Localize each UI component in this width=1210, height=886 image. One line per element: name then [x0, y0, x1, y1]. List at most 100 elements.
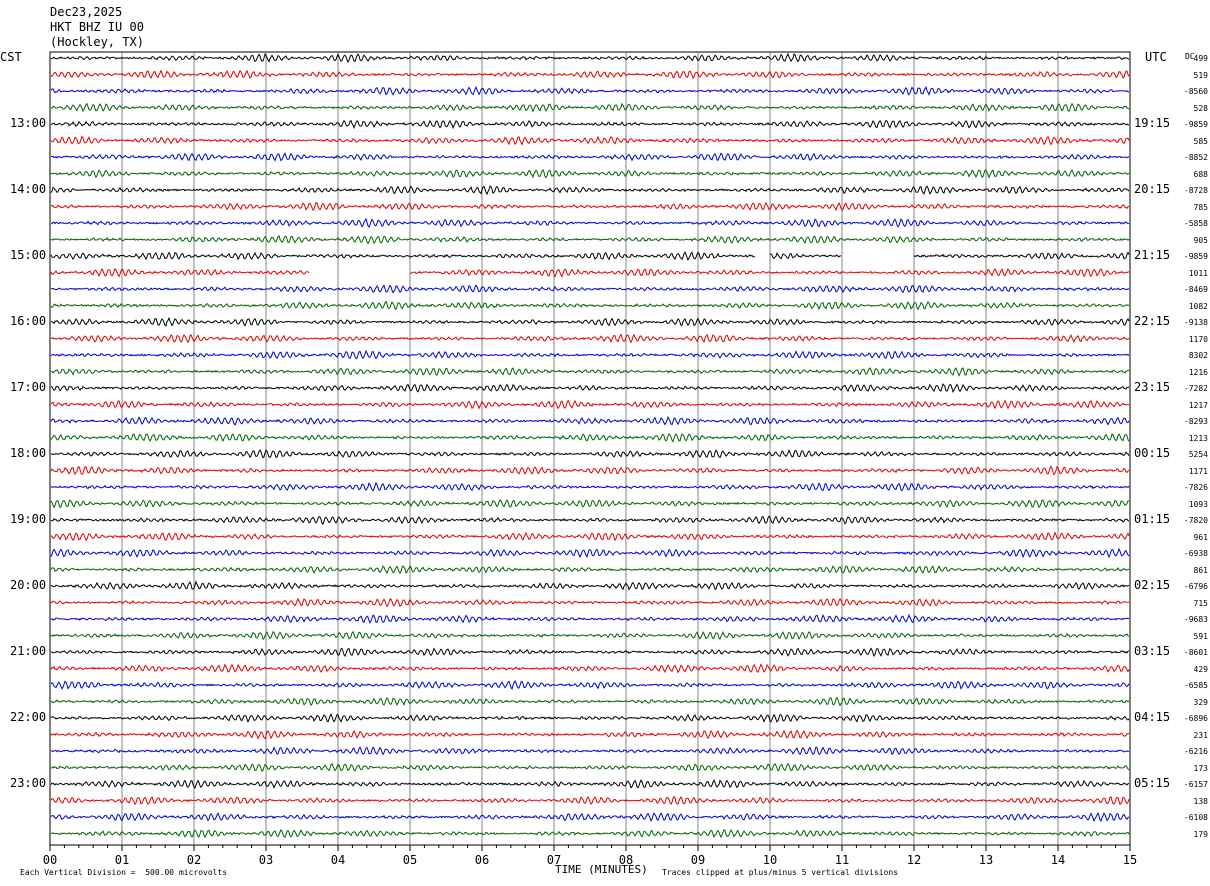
utc-time-label: 03:15: [1134, 644, 1171, 658]
seismic-trace: [50, 465, 1130, 476]
local-time-label: 15:00: [10, 248, 47, 262]
seismic-trace: [50, 102, 1130, 113]
seismic-trace: [50, 762, 1130, 773]
x-tick-label: 13: [978, 853, 994, 867]
utc-time-label: 21:15: [1134, 248, 1171, 262]
dc-offset-value: 905: [1193, 235, 1208, 245]
dc-offset-value: -8728: [1183, 186, 1208, 195]
x-tick-label: 09: [690, 853, 706, 867]
x-tick-label: 07: [546, 853, 562, 867]
x-tick-label: 00: [42, 853, 58, 867]
x-tick-label: 10: [762, 853, 778, 867]
seismic-trace: [50, 251, 1130, 261]
utc-time-label: 04:15: [1134, 710, 1171, 724]
x-tick-label: 01: [114, 853, 130, 867]
x-axis-title: TIME (MINUTES): [555, 863, 648, 876]
seismic-trace: [50, 52, 1130, 64]
seismic-trace: [50, 367, 1130, 377]
dc-offset-value: 591: [1193, 631, 1208, 641]
utc-time-label: 19:15: [1134, 116, 1171, 130]
x-tick-label: 05: [402, 853, 418, 867]
seismic-trace: [50, 85, 1130, 96]
utc-timezone-label: UTC: [1145, 50, 1167, 64]
dc-offset-value: 1170: [1188, 334, 1208, 344]
local-time-label: 19:00: [10, 512, 47, 526]
dc-offset-value: -6585: [1183, 681, 1208, 690]
local-time-label: 23:00: [10, 776, 47, 790]
seismic-trace: [50, 267, 1130, 278]
local-time-label: 17:00: [10, 380, 47, 394]
dc-offset-value: 961: [1193, 532, 1208, 542]
seismic-trace: [50, 779, 1130, 789]
seismic-trace: [50, 547, 1130, 559]
dc-offset-value: 1171: [1188, 466, 1208, 476]
x-tick-label: 03: [258, 853, 274, 867]
seismic-trace: [50, 201, 1130, 212]
clip-note: Traces clipped at plus/minus 5 vertical …: [662, 868, 899, 877]
dc-offset-value: -9683: [1183, 615, 1208, 624]
dc-offset-value: 138: [1193, 796, 1208, 806]
seismic-trace: [50, 613, 1130, 625]
dc-offset-value: 1082: [1188, 301, 1208, 311]
local-time-label: 22:00: [10, 710, 47, 724]
scale-note: Each Vertical Division = 500.00 microvol…: [20, 868, 228, 877]
x-tick-label: 14: [1050, 853, 1066, 867]
seismic-trace: [50, 499, 1130, 509]
dc-offset-value: -5858: [1183, 219, 1208, 228]
dc-offset-value: -8469: [1183, 285, 1208, 294]
dc-offset-value: -6896: [1183, 714, 1208, 723]
dc-offset-value: 5254: [1188, 450, 1208, 459]
dc-offset-value: 1213: [1188, 433, 1208, 443]
seismic-trace: [50, 663, 1130, 674]
seismic-trace: [50, 415, 1130, 426]
seismic-trace: [50, 135, 1130, 147]
dc-offset-value: 785: [1193, 202, 1208, 212]
dc-offset-value: 688: [1193, 169, 1208, 179]
utc-time-label: 20:15: [1134, 182, 1171, 196]
utc-time-label: 05:15: [1134, 776, 1171, 790]
seismic-trace: [50, 580, 1130, 591]
utc-time-label: 01:15: [1134, 512, 1171, 526]
seismic-trace: [50, 647, 1130, 658]
dc-offset-value: 861: [1193, 565, 1208, 575]
dc-offset-value: -7826: [1183, 483, 1208, 492]
seismic-trace: [50, 564, 1130, 575]
dc-offset-value: -6938: [1183, 549, 1208, 558]
dc-offset-value: -6157: [1183, 780, 1208, 789]
dc-offset-value: 1011: [1188, 268, 1208, 278]
seismic-trace: [50, 696, 1130, 707]
seismic-trace: [50, 811, 1130, 823]
utc-time-label: 00:15: [1134, 446, 1171, 460]
dc-offset-value: 329: [1193, 697, 1208, 707]
dc-offset-value: 1216: [1188, 367, 1208, 377]
seismic-trace: [50, 383, 1130, 393]
x-tick-label: 06: [474, 853, 490, 867]
seismic-trace: [50, 333, 1130, 344]
seismic-trace: [50, 185, 1130, 196]
local-time-label: 21:00: [10, 644, 47, 658]
x-tick-label: 15: [1122, 853, 1138, 867]
local-time-label: 20:00: [10, 578, 47, 592]
dc-offset-value: 429: [1193, 664, 1208, 674]
dc-offset-header: DC: [1185, 52, 1195, 61]
seismic-trace: [50, 795, 1130, 806]
plot-frame: [49, 51, 1131, 846]
dc-offset-value: 8302: [1188, 351, 1208, 360]
station-location: (Hockley, TX): [50, 35, 144, 49]
dc-offset-value: -6108: [1183, 813, 1208, 822]
dc-offset-value: -6796: [1183, 582, 1208, 591]
utc-time-label: 02:15: [1134, 578, 1171, 592]
dc-offset-value: 179: [1193, 829, 1208, 839]
seismic-trace: [50, 217, 1130, 229]
seismic-trace: [50, 69, 1130, 80]
dc-offset-value: -8601: [1183, 648, 1208, 657]
seismic-trace: [50, 481, 1130, 492]
dc-offset-value: 173: [1193, 763, 1208, 773]
seismic-trace: [50, 597, 1130, 608]
local-time-label: 16:00: [10, 314, 47, 328]
dc-offset-value: -9859: [1183, 120, 1208, 129]
seismic-trace: [50, 399, 1130, 410]
local-timezone-label: CST: [0, 50, 22, 64]
dc-offset-value: 528: [1193, 103, 1208, 113]
seismic-trace: [50, 515, 1130, 525]
